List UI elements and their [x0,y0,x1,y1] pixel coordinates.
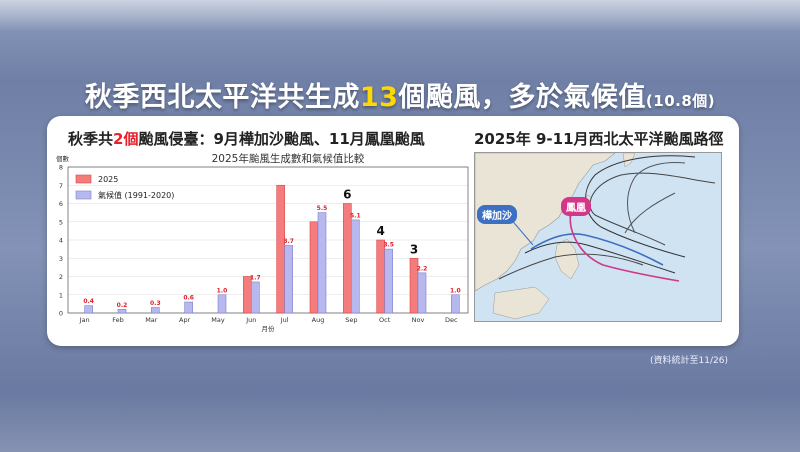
x-tick-label: Apr [179,316,191,324]
x-tick-label: Sep [345,316,357,324]
bar-2025 [376,239,385,314]
track-map-svg [475,153,721,321]
data-note: (資料統計至11/26) [650,356,728,366]
y-tick-label: 3 [59,255,63,263]
climatology-value-label: 0.4 [83,298,94,305]
climatology-value-label: 0.6 [183,295,194,302]
headline-note: (10.8個) [645,92,716,110]
bar-2025 [243,276,252,314]
typhoon-track-map: 樺加沙 鳳凰 [474,152,722,322]
headline-part2: 個颱風，多於氣候值 [398,82,646,113]
highlight-count-label: 3 [410,242,418,256]
climatology-value-label: 2.2 [417,265,428,272]
climatology-value-label: 1.7 [250,274,261,281]
bar-2025 [343,203,352,314]
fungwong-label: 鳳凰 [561,197,591,216]
y-axis-label: 個數 [56,154,70,163]
x-tick-label: Jul [280,316,289,324]
climatology-value-label: 1.0 [450,287,461,294]
bar-climatology [351,219,360,314]
asia-mainland [475,153,616,292]
y-tick-label: 6 [59,200,63,208]
bar-climatology [217,294,227,314]
y-tick-label: 8 [59,164,63,172]
y-tick-label: 0 [59,310,63,318]
left-title-count: 2個 [113,130,139,148]
headline-count: 13 [359,82,399,113]
ragasa-label: 樺加沙 [477,205,517,224]
bar-climatology [251,281,260,314]
y-tick-label: 2 [59,273,63,281]
y-tick-label: 4 [59,237,63,245]
x-tick-label: May [211,316,225,324]
x-tick-label: Feb [112,316,124,324]
climatology-value-label: 5.1 [350,212,361,219]
y-tick-label: 7 [59,182,63,190]
x-tick-label: Jun [245,316,256,324]
bar-2025 [276,184,285,314]
highlight-count-label: 6 [343,188,351,202]
bar-climatology [451,294,460,314]
climatology-value-label: 5.5 [317,205,328,212]
bar-climatology [151,307,160,314]
philippines-land [554,238,580,280]
x-tick-label: Aug [312,316,325,324]
y-tick-label: 5 [59,218,63,226]
bar-climatology [84,305,93,314]
x-axis-label: 月份 [262,324,276,333]
y-tick-label: 1 [59,291,63,299]
borneo-land [492,286,550,320]
bar-climatology [184,301,193,314]
highlight-count-label: 4 [376,224,384,238]
bar-climatology [317,212,327,314]
legend-label-climatology: 氣候值 (1991-2020) [98,190,174,200]
climatology-value-label: 3.5 [383,242,394,249]
x-tick-label: Jan [79,316,90,324]
bar-climatology [417,272,427,314]
legend-swatch-2025 [75,174,92,184]
left-title-part1: 秋季共 [68,130,114,148]
x-tick-label: Nov [412,316,425,324]
right-panel-title: 2025年 9-11月西北太平洋颱風路徑 [474,130,724,148]
legend-swatch-climatology [75,190,92,200]
headline-part1: 秋季西北太平洋共生成 [84,82,360,113]
legend-label-2025: 2025 [98,175,118,184]
bar-climatology [284,245,293,314]
climatology-value-label: 0.2 [117,302,128,309]
chart-title: 2025年颱風生成數和氣候值比較 [212,152,365,165]
top-highlight [0,0,800,32]
bottom-highlight [0,392,800,452]
climatology-value-label: 1.0 [217,287,228,294]
bar-2025 [309,221,319,314]
climatology-value-label: 3.7 [283,238,294,245]
x-tick-label: Oct [379,316,391,324]
x-tick-label: Mar [145,316,158,324]
left-panel-title: 秋季共2個颱風侵臺：9月樺加沙颱風、11月鳳凰颱風 [68,128,425,149]
left-title-part2: 颱風侵臺：9月樺加沙颱風、11月鳳凰颱風 [138,130,425,148]
other-typhoon-tracks [498,155,716,280]
x-tick-label: Dec [445,316,458,324]
plot-frame [67,166,469,314]
bar-climatology [384,248,393,314]
bar-climatology [117,309,127,314]
ragasa-track [530,233,664,266]
headline: 秋季西北太平洋共生成13個颱風，多於氣候值(10.8個) [0,75,800,114]
climatology-value-label: 0.3 [150,300,161,307]
